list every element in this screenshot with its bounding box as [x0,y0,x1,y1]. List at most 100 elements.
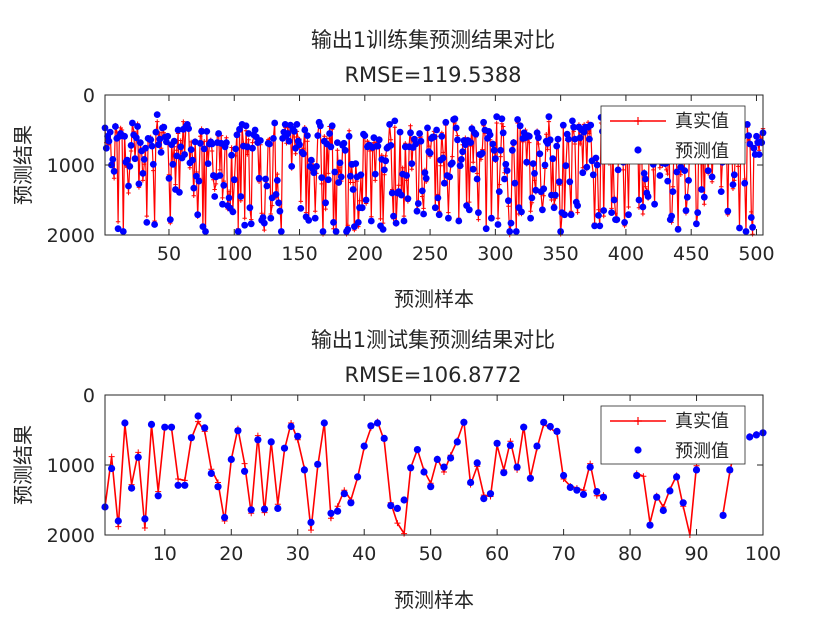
train-pred-point [260,219,268,227]
test-legend-box [600,405,746,465]
train-pred-point [494,221,502,228]
train-pred-point [123,156,131,164]
test-x-tick-label: 20 [219,543,243,565]
test-pred-point [433,455,441,463]
train-true-point [536,141,541,147]
train-pred-point [435,211,443,219]
train-x-tick-label: 50 [157,243,181,265]
train-x-tick-label: 400 [608,243,644,265]
train-pred-point [642,175,649,183]
test-pred-point [546,422,554,431]
train-true-point [643,184,648,189]
train-pred-point [121,132,128,140]
train-pred-point [143,219,151,226]
train-pred-point [142,144,149,152]
train-pred-point [267,214,275,222]
train-pred-point [390,212,397,220]
train-true-point [293,151,298,156]
test-true-point [394,520,401,527]
train-chart-title: 输出1训练集预测结果对比 [311,28,555,52]
train-pred-point [717,188,725,196]
train-true-point [409,167,415,172]
test-pred-point [526,474,535,482]
train-true-point [408,123,413,128]
train-pred-point [375,136,383,144]
train-pred-point [242,122,250,130]
train-pred-point [347,172,354,180]
train-pred-point [275,199,282,207]
test-pred-point [540,418,548,426]
train-pred-point [281,121,289,128]
train-pred-point [550,204,558,212]
train-pred-point [105,137,113,145]
train-pred-point [139,170,147,177]
test-x-axis-label: 预测样本 [394,588,474,612]
train-true-point [546,119,552,124]
train-legend[interactable]: 真实值 预测值 [600,105,746,165]
train-pred-point [454,136,461,144]
train-true-point [527,140,532,145]
test-pred-point [400,496,408,504]
test-legend[interactable]: 真实值 预测值 [600,405,746,465]
train-pred-point [472,130,480,138]
test-true-point [141,525,148,531]
train-pred-point [229,208,237,216]
test-legend-pred-marker [634,446,642,454]
train-pred-point [492,155,499,163]
train-pred-point [497,146,504,154]
train-pred-point [297,205,305,212]
train-pred-point [246,204,254,212]
test-pred-point [746,433,754,441]
train-pred-point [694,209,702,217]
train-pred-point [140,156,148,163]
test-pred-point [573,486,581,494]
train-pred-point [473,175,481,183]
train-pred-point [417,137,425,145]
train-pred-point [499,129,507,137]
train-pred-point [482,225,490,233]
test-pred-point [520,423,528,431]
train-y-tick-label: 2000 [47,225,95,247]
train-true-point [335,148,340,153]
test-x-tick-label: 90 [684,543,708,565]
test-pred-point [280,444,289,452]
train-pred-point [266,140,273,148]
train-pred-point [478,149,486,157]
test-pred-point [320,419,328,427]
train-true-point [181,119,186,124]
train-true-point [578,141,583,147]
train-pred-point [220,181,228,189]
train-pred-point [307,156,315,164]
train-pred-point [407,129,414,137]
train-pred-point [408,160,416,168]
train-true-point [224,135,229,140]
train-pred-point [374,142,382,150]
train-true-point [382,172,387,177]
train-true-point [220,195,225,201]
test-pred-point [128,484,136,492]
train-pred-point [431,204,439,212]
train-true-point [421,206,426,211]
test-pred-point [666,487,674,495]
train-pred-point [579,169,587,177]
train-chart-rmse: RMSE=119.5388 [344,63,521,87]
train-pred-point [196,139,204,147]
train-pred-point [102,144,110,152]
train-pred-point [514,116,521,123]
train-true-point [350,180,356,185]
test-pred-point [360,442,368,450]
train-pred-point [529,160,537,168]
train-x-tick-label: 450 [673,243,709,265]
train-pred-point [371,170,379,178]
train-x-tick-label: 500 [738,243,774,265]
train-true-point [275,171,280,177]
train-pred-point [755,151,763,158]
train-pred-point [370,134,378,142]
test-y-tick-label: 2000 [47,525,95,547]
train-true-point [587,131,592,136]
train-pred-point [673,168,681,176]
test-true-point [640,473,647,480]
train-pred-point [110,167,118,175]
train-pred-point [495,188,503,196]
train-pred-point [169,160,177,168]
